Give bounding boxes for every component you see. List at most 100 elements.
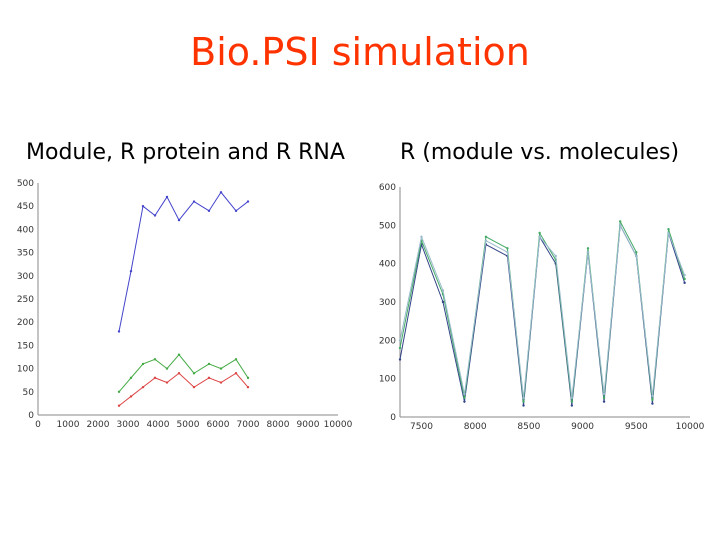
data-point	[602, 392, 606, 396]
data-point	[522, 400, 525, 403]
data-point	[441, 289, 445, 292]
y-tick-label: 0	[28, 411, 34, 421]
data-point	[141, 205, 145, 208]
data-point	[165, 195, 169, 199]
x-tick-label: 6000	[207, 420, 230, 430]
data-point	[207, 209, 211, 213]
data-point	[667, 227, 670, 231]
data-point	[177, 372, 181, 375]
data-point	[192, 200, 196, 203]
data-point	[522, 396, 525, 400]
data-point	[117, 404, 121, 407]
x-tick-label: 1000	[57, 420, 80, 430]
y-tick-label: 100	[379, 375, 396, 385]
data-point	[177, 218, 181, 222]
y-tick-label: 300	[379, 298, 396, 308]
data-point	[618, 220, 622, 223]
data-point	[420, 235, 423, 239]
data-point	[246, 385, 250, 389]
data-point	[522, 404, 525, 407]
y-tick-label: 200	[17, 318, 34, 328]
data-point	[538, 231, 541, 235]
data-point	[246, 200, 250, 203]
y-tick-label: 600	[379, 183, 396, 193]
data-point	[618, 224, 622, 227]
y-tick-label: 400	[17, 225, 34, 235]
data-point	[246, 376, 250, 380]
data-point	[635, 254, 638, 258]
data-point	[153, 358, 157, 361]
data-point	[586, 250, 590, 254]
data-point	[165, 367, 169, 370]
data-point	[192, 372, 196, 375]
data-point	[635, 250, 638, 254]
x-tick-label: 0	[35, 420, 41, 430]
series-line-1	[399, 223, 686, 406]
x-tick-label: 3000	[117, 420, 140, 430]
x-tick-label: 8500	[517, 422, 540, 432]
data-point	[398, 346, 402, 350]
data-point	[683, 273, 686, 277]
y-tick-label: 0	[390, 413, 396, 423]
y-tick-label: 300	[17, 272, 34, 282]
data-point	[484, 235, 488, 239]
data-point	[463, 392, 466, 396]
data-point	[117, 390, 121, 393]
data-point	[153, 214, 157, 217]
data-point	[683, 281, 686, 285]
data-point	[219, 381, 223, 384]
x-tick-label: 8000	[267, 420, 290, 430]
data-point	[484, 239, 488, 242]
right-chart-caption: R (module vs. molecules)	[400, 140, 680, 165]
x-tick-label: 9000	[297, 420, 320, 430]
data-point	[398, 339, 402, 342]
y-tick-label: 500	[379, 221, 396, 231]
data-point	[141, 385, 145, 389]
data-point	[463, 396, 466, 400]
data-point	[192, 385, 196, 389]
data-point	[398, 358, 402, 361]
data-point	[651, 398, 654, 401]
data-point	[554, 254, 557, 258]
data-point	[538, 235, 541, 239]
data-point	[441, 300, 445, 304]
x-tick-label: 9000	[571, 422, 594, 432]
data-point	[570, 400, 574, 403]
x-tick-label: 2000	[87, 420, 110, 430]
data-point	[129, 376, 133, 380]
data-point	[586, 247, 590, 250]
data-point	[153, 376, 157, 380]
data-point	[651, 402, 654, 405]
y-tick-label: 250	[17, 295, 34, 305]
x-tick-label: 10000	[324, 420, 353, 430]
data-point	[570, 396, 574, 400]
data-point	[602, 400, 606, 403]
data-point	[234, 358, 238, 361]
data-point	[165, 381, 169, 384]
x-tick-label: 7000	[237, 420, 260, 430]
x-tick-label: 8000	[464, 422, 487, 432]
data-point	[602, 396, 606, 400]
data-point	[219, 367, 223, 370]
data-point	[506, 247, 509, 250]
data-point	[117, 330, 121, 333]
y-tick-label: 400	[379, 260, 396, 270]
y-tick-label: 200	[379, 336, 396, 346]
data-point	[506, 250, 509, 254]
x-tick-label: 10000	[676, 422, 705, 432]
data-point	[129, 395, 133, 398]
data-point	[463, 400, 466, 403]
y-tick-label: 100	[17, 365, 34, 375]
x-tick-label: 9500	[625, 422, 648, 432]
y-tick-label: 500	[17, 179, 34, 189]
x-tick-label: 4000	[147, 420, 170, 430]
y-tick-label: 350	[17, 249, 34, 259]
data-point	[141, 362, 145, 366]
x-tick-label: 5000	[177, 420, 200, 430]
data-point	[683, 277, 686, 281]
y-tick-label: 450	[17, 202, 34, 212]
x-tick-label: 7500	[410, 422, 433, 432]
data-point	[129, 269, 133, 273]
data-point	[177, 353, 181, 356]
